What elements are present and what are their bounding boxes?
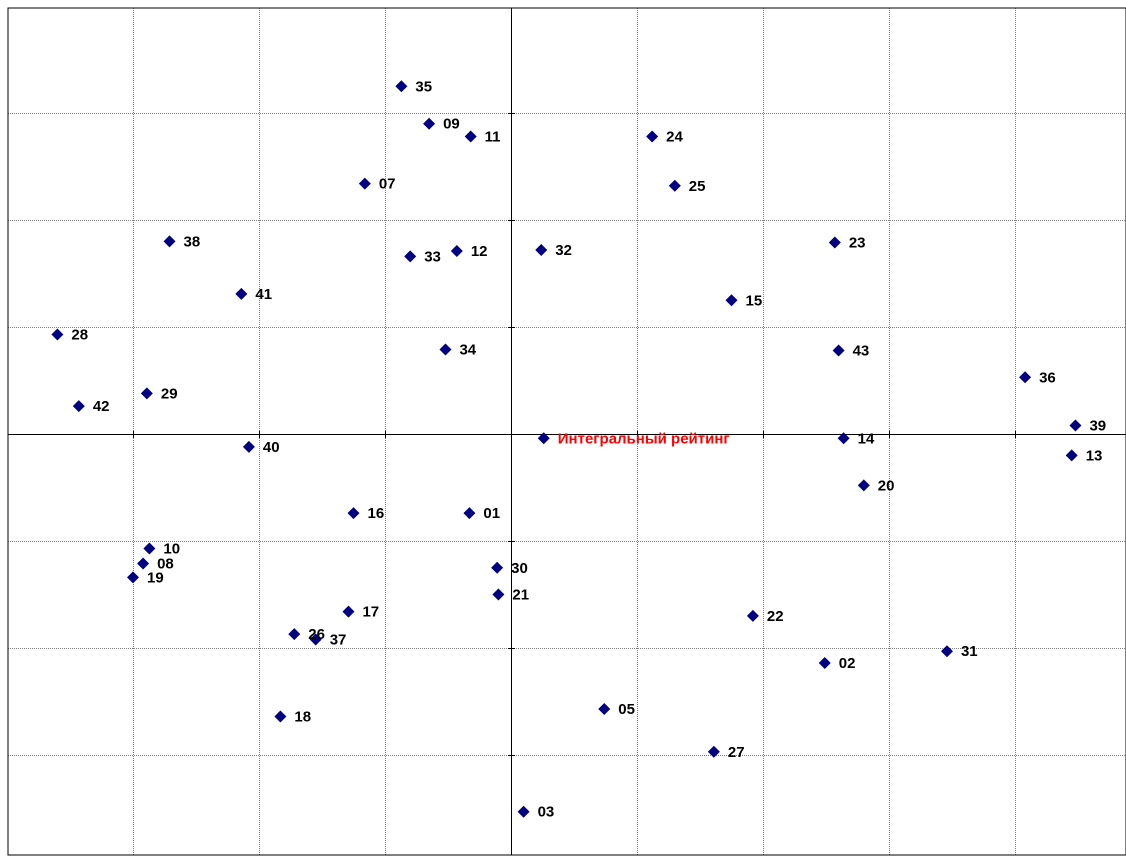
data-point <box>492 588 505 601</box>
data-label: 01 <box>483 505 500 522</box>
data-point <box>347 507 360 520</box>
data-point <box>404 250 417 263</box>
data-label: 35 <box>415 78 432 95</box>
data-label: 26 <box>308 626 325 643</box>
data-label: 36 <box>1039 369 1056 386</box>
data-label: 12 <box>471 243 488 260</box>
data-point <box>535 243 548 256</box>
data-label: 13 <box>1086 447 1103 464</box>
data-label: 15 <box>746 292 763 309</box>
data-point <box>288 628 301 641</box>
data-point <box>342 605 355 618</box>
plot-frame <box>7 7 1126 856</box>
data-point <box>274 710 287 723</box>
data-point <box>423 117 436 130</box>
data-point <box>143 542 156 555</box>
data-point <box>309 633 322 646</box>
data-label: 34 <box>459 341 476 358</box>
data-label: 17 <box>362 604 379 621</box>
data-label: 09 <box>443 116 460 133</box>
data-point <box>464 130 477 143</box>
data-label: 24 <box>666 129 683 146</box>
data-point <box>235 287 248 300</box>
data-point <box>857 479 870 492</box>
data-points <box>51 80 1082 818</box>
data-point <box>646 130 659 143</box>
data-point <box>163 235 176 248</box>
grid-lines <box>8 8 1126 855</box>
data-label: 25 <box>689 178 706 195</box>
data-point <box>242 440 255 453</box>
axes <box>8 8 1126 855</box>
integral-rating-point <box>537 432 550 445</box>
data-point <box>137 557 150 570</box>
data-point <box>517 805 530 818</box>
data-point <box>1019 371 1032 384</box>
data-label: 16 <box>368 505 385 522</box>
data-label: 37 <box>330 631 347 648</box>
data-label: 05 <box>618 701 635 718</box>
data-label: 23 <box>849 234 866 251</box>
data-label: 38 <box>184 233 201 250</box>
data-label: 33 <box>424 248 441 265</box>
data-label: 11 <box>485 129 501 146</box>
data-labels: 35 09 11 24 07 25 38 23 33 12 32 41 15 28 34 43 36 29 42 39… <box>71 78 1106 820</box>
data-point <box>828 236 841 249</box>
data-label: 31 <box>961 643 978 660</box>
data-label: 20 <box>878 477 895 494</box>
data-label: 03 <box>538 804 555 821</box>
data-label: 29 <box>161 385 178 402</box>
data-point <box>450 245 463 258</box>
data-label: 27 <box>728 744 745 761</box>
data-label: 43 <box>853 343 870 360</box>
data-point <box>1069 419 1082 432</box>
data-label: 14 <box>858 430 875 447</box>
data-point <box>51 328 64 341</box>
data-label: 32 <box>555 242 572 259</box>
data-label: 28 <box>71 326 88 343</box>
data-label: 18 <box>294 708 311 725</box>
data-point <box>832 344 845 357</box>
data-point <box>940 645 953 658</box>
data-label: 10 <box>163 540 180 557</box>
data-label: 40 <box>263 439 280 456</box>
data-point <box>72 400 85 413</box>
data-label: 30 <box>511 560 528 577</box>
data-point <box>1065 449 1078 462</box>
data-label: 39 <box>1089 417 1106 434</box>
data-point <box>598 702 611 715</box>
data-label: 08 <box>157 555 174 572</box>
data-label: 41 <box>255 286 272 303</box>
data-point <box>725 294 738 307</box>
integral-rating-label: Интегральный рейтинг <box>558 430 730 447</box>
data-point <box>837 432 850 445</box>
data-label: 02 <box>839 655 856 672</box>
data-point <box>491 561 504 574</box>
data-point <box>818 656 831 669</box>
data-point <box>707 745 720 758</box>
data-point <box>668 179 681 192</box>
data-point <box>140 387 153 400</box>
data-point <box>439 343 452 356</box>
data-label: 22 <box>767 608 784 625</box>
data-point <box>463 507 476 520</box>
data-label: 42 <box>93 398 110 415</box>
data-label: 21 <box>512 587 529 604</box>
data-point <box>358 177 371 190</box>
data-point <box>746 609 759 622</box>
data-point <box>127 571 139 584</box>
data-point <box>395 80 408 93</box>
data-label: 19 <box>147 569 164 586</box>
data-label: 07 <box>379 176 396 193</box>
